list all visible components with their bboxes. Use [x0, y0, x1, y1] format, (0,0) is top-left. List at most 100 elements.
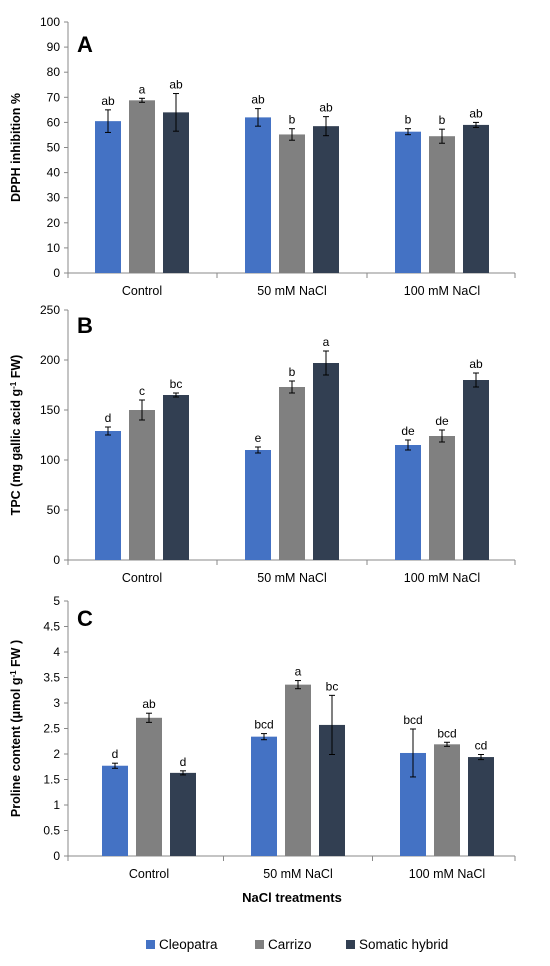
y-tick-label: 0 [53, 849, 60, 863]
category-label: 100 mM NaCl [409, 867, 485, 881]
significance-label: bc [326, 679, 339, 693]
y-tick-label: 3.5 [43, 671, 60, 685]
bar [429, 136, 455, 273]
bar [245, 450, 271, 560]
panel-label: B [77, 313, 93, 338]
legend-label: Cleopatra [159, 937, 218, 952]
significance-label: cd [475, 739, 488, 753]
bar [429, 436, 455, 560]
significance-label: bcd [437, 726, 456, 740]
bar [463, 124, 489, 273]
y-axis-title: TPC (mg gallic acid g-1 FW) [9, 355, 24, 516]
bar [434, 744, 460, 856]
significance-label: d [105, 411, 112, 425]
category-label: 50 mM NaCl [257, 571, 326, 585]
bar [129, 100, 155, 273]
bar [95, 431, 121, 560]
y-tick-label: 30 [47, 191, 61, 205]
significance-label: e [255, 431, 262, 445]
bar [251, 736, 277, 856]
category-label: 50 mM NaCl [263, 867, 332, 881]
legend-swatch [255, 940, 264, 949]
x-axis-title: NaCl treatments [242, 890, 342, 905]
bar [285, 684, 311, 856]
significance-label: a [139, 82, 146, 96]
significance-label: ab [469, 106, 483, 120]
significance-label: b [289, 365, 296, 379]
y-tick-label: 200 [40, 353, 60, 367]
y-tick-label: 2.5 [43, 722, 60, 736]
y-tick-label: 50 [47, 503, 61, 517]
bar [163, 395, 189, 560]
y-tick-label: 100 [40, 453, 60, 467]
significance-label: de [401, 424, 415, 438]
y-tick-label: 70 [47, 90, 61, 104]
bar [395, 131, 421, 273]
bar [395, 445, 421, 560]
significance-label: ab [101, 94, 115, 108]
bar [102, 765, 128, 856]
y-tick-label: 100 [40, 15, 60, 29]
bar [95, 121, 121, 274]
bar [463, 380, 489, 560]
y-tick-label: 0.5 [43, 824, 60, 838]
category-label: Control [129, 867, 169, 881]
panel-label: A [77, 32, 93, 57]
y-tick-label: 4 [53, 645, 60, 659]
y-tick-label: 50 [47, 141, 61, 155]
category-label: 100 mM NaCl [404, 571, 480, 585]
significance-label: d [112, 747, 119, 761]
significance-label: b [439, 113, 446, 127]
significance-label: ab [142, 697, 156, 711]
significance-label: bcd [403, 713, 422, 727]
significance-label: b [289, 113, 296, 127]
y-tick-label: 2 [53, 747, 60, 761]
y-tick-label: 1 [53, 798, 60, 812]
y-tick-label: 20 [47, 216, 61, 230]
legend-label: Somatic hybrid [359, 937, 448, 952]
significance-label: ab [169, 78, 183, 92]
y-tick-label: 1.5 [43, 773, 60, 787]
y-tick-label: 0 [53, 553, 60, 567]
y-tick-label: 250 [40, 303, 60, 317]
significance-label: d [180, 755, 187, 769]
significance-label: ab [469, 357, 483, 371]
y-tick-label: 150 [40, 403, 60, 417]
bar [313, 363, 339, 560]
bar [163, 112, 189, 273]
bar [129, 410, 155, 560]
y-axis-title: Proline content (μmol g-1 FW ) [9, 640, 24, 817]
significance-label: bcd [254, 718, 273, 732]
y-tick-label: 80 [47, 65, 61, 79]
y-tick-label: 5 [53, 594, 60, 608]
category-label: Control [122, 284, 162, 298]
significance-label: ab [319, 101, 333, 115]
significance-label: c [139, 384, 145, 398]
category-label: Control [122, 571, 162, 585]
y-tick-label: 0 [53, 266, 60, 280]
y-tick-label: 60 [47, 115, 61, 129]
category-label: 100 mM NaCl [404, 284, 480, 298]
significance-label: a [323, 335, 330, 349]
significance-label: de [435, 414, 449, 428]
panel-label: C [77, 606, 93, 631]
bar [313, 126, 339, 273]
y-tick-label: 40 [47, 166, 61, 180]
bar [279, 387, 305, 560]
y-tick-label: 90 [47, 40, 61, 54]
bar [468, 757, 494, 856]
legend-swatch [146, 940, 155, 949]
bar [170, 772, 196, 856]
y-tick-label: 10 [47, 241, 61, 255]
legend-label: Carrizo [268, 937, 312, 952]
bar [279, 134, 305, 273]
bar [245, 117, 271, 273]
significance-label: b [405, 113, 412, 127]
y-tick-label: 3 [53, 696, 60, 710]
category-label: 50 mM NaCl [257, 284, 326, 298]
significance-label: bc [170, 377, 183, 391]
significance-label: ab [251, 93, 265, 107]
bar [136, 717, 162, 856]
y-axis-title: DPPH inhibition % [9, 93, 23, 202]
